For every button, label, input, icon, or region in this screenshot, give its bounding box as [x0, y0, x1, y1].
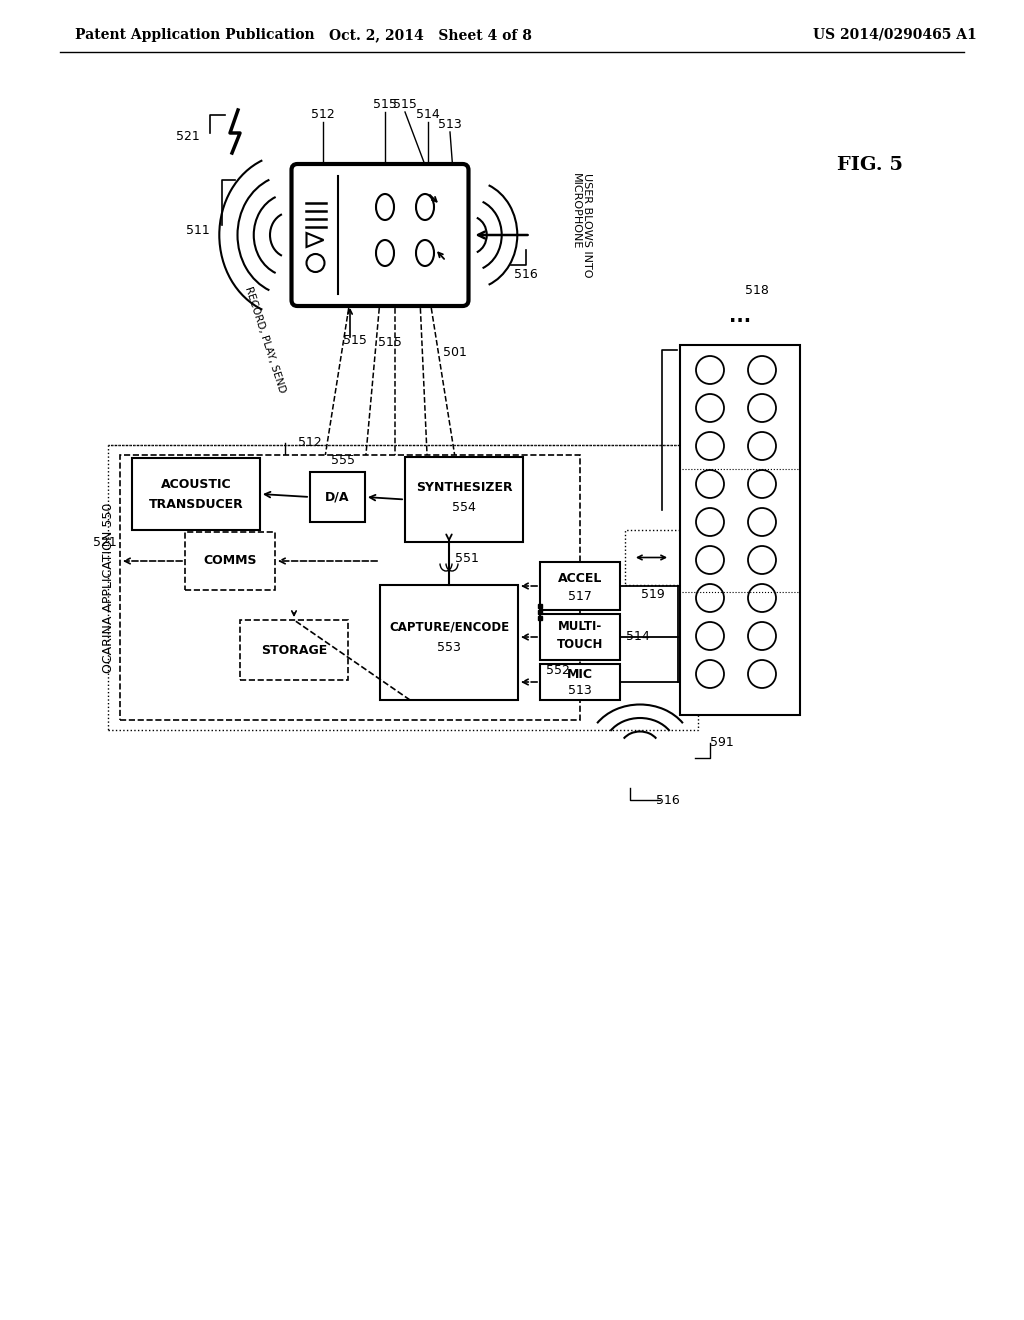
- Text: 513: 513: [438, 119, 462, 132]
- Text: 515: 515: [393, 99, 417, 111]
- Text: 511: 511: [185, 223, 210, 236]
- Text: 521: 521: [93, 536, 117, 549]
- Text: 512: 512: [310, 108, 335, 121]
- Text: US 2014/0290465 A1: US 2014/0290465 A1: [813, 28, 977, 42]
- Bar: [240, 620, 348, 680]
- Bar: [540, 562, 620, 610]
- Text: Oct. 2, 2014   Sheet 4 of 8: Oct. 2, 2014 Sheet 4 of 8: [329, 28, 531, 42]
- Text: 591: 591: [710, 737, 734, 750]
- Bar: [625, 531, 680, 585]
- Bar: [120, 455, 580, 719]
- Text: 555: 555: [331, 454, 354, 466]
- Bar: [540, 664, 620, 700]
- FancyBboxPatch shape: [292, 164, 469, 306]
- Text: 519: 519: [641, 589, 665, 602]
- Bar: [132, 458, 260, 531]
- Text: 515: 515: [378, 335, 402, 348]
- Bar: [108, 445, 698, 730]
- Text: TRANSDUCER: TRANSDUCER: [148, 498, 244, 511]
- Bar: [185, 532, 275, 590]
- Text: 521: 521: [176, 131, 200, 144]
- Text: TOUCH: TOUCH: [557, 639, 603, 652]
- Bar: [406, 457, 523, 543]
- Text: RECORD, PLAY, SEND: RECORD, PLAY, SEND: [243, 285, 287, 395]
- Bar: [540, 614, 620, 660]
- Text: 551: 551: [455, 552, 479, 565]
- Text: FIG. 5: FIG. 5: [837, 156, 903, 174]
- Bar: [310, 473, 365, 521]
- Text: 515: 515: [343, 334, 367, 346]
- Text: Patent Application Publication: Patent Application Publication: [75, 28, 314, 42]
- Text: D/A: D/A: [326, 491, 350, 503]
- Text: 514: 514: [416, 108, 440, 121]
- Text: 554: 554: [452, 502, 476, 513]
- Text: CAPTURE/ENCODE: CAPTURE/ENCODE: [389, 620, 509, 634]
- Text: MIC: MIC: [567, 668, 593, 681]
- Text: 516: 516: [514, 268, 538, 281]
- Text: 518: 518: [745, 284, 769, 297]
- Text: ...: ...: [729, 308, 751, 326]
- Text: 512: 512: [298, 437, 322, 450]
- Text: 514: 514: [626, 631, 650, 644]
- Text: 553: 553: [437, 642, 461, 653]
- Text: 516: 516: [656, 793, 680, 807]
- Text: ACCEL: ACCEL: [558, 572, 602, 585]
- Bar: [380, 585, 518, 700]
- Text: COMMS: COMMS: [203, 554, 257, 568]
- Text: 513: 513: [568, 685, 592, 697]
- Text: 501: 501: [443, 346, 467, 359]
- Text: SYNTHESIZER: SYNTHESIZER: [416, 480, 512, 494]
- Text: 515: 515: [373, 99, 397, 111]
- Text: 517: 517: [568, 590, 592, 602]
- Text: OCARINA APPLICATION 550: OCARINA APPLICATION 550: [101, 503, 115, 673]
- Bar: [680, 345, 800, 715]
- Text: 552: 552: [546, 664, 570, 676]
- Text: USER BLOWS INTO
MICROPHONE: USER BLOWS INTO MICROPHONE: [570, 173, 592, 277]
- Text: MULTI-: MULTI-: [558, 620, 602, 634]
- Text: ACOUSTIC: ACOUSTIC: [161, 478, 231, 491]
- Text: STORAGE: STORAGE: [261, 644, 327, 656]
